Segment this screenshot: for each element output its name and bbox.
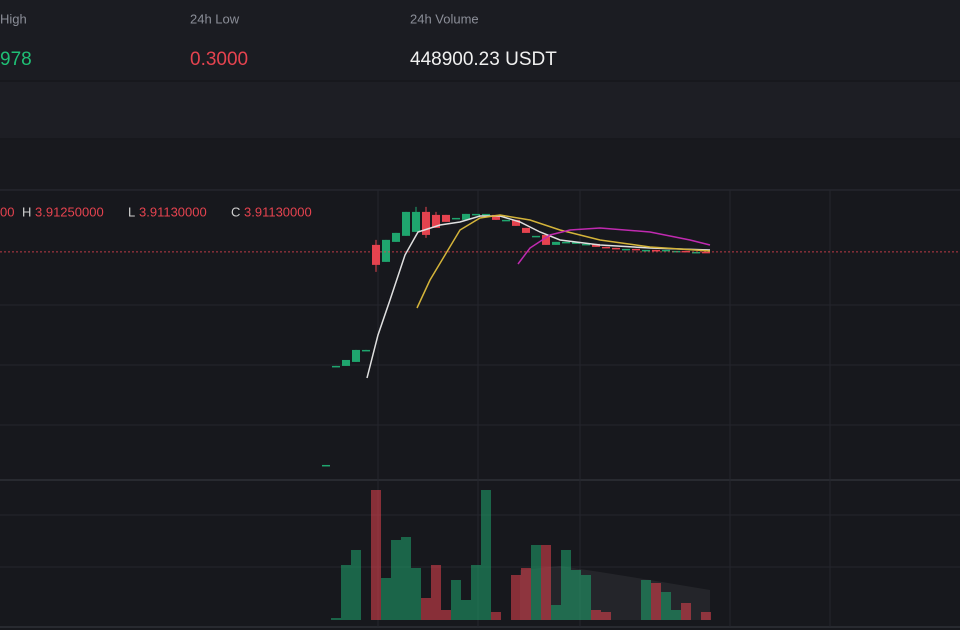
- candle-body: [692, 251, 700, 254]
- candle-body: [592, 243, 600, 247]
- stat-value: 978: [0, 49, 32, 70]
- volume-bar: [641, 580, 651, 620]
- candle-body: [492, 214, 500, 220]
- candle-body: [342, 359, 350, 366]
- candle-body: [622, 248, 630, 251]
- volume-bar: [601, 612, 611, 620]
- marks: [0, 206, 960, 620]
- candle-body: [352, 349, 360, 362]
- volume-bar: [401, 537, 411, 620]
- candle-body: [382, 239, 390, 262]
- candle-body: [482, 213, 490, 216]
- candle-body: [422, 211, 430, 235]
- stat-label: High: [0, 11, 27, 26]
- volume-bar: [551, 605, 561, 620]
- candle-body: [452, 217, 460, 220]
- toolbar: [0, 82, 960, 138]
- candle-body: [532, 235, 540, 238]
- volume-bar: [331, 618, 341, 620]
- ma-line: [517, 227, 711, 265]
- volume-bar: [661, 592, 671, 620]
- candle-body: [332, 365, 340, 368]
- candle-body: [432, 214, 440, 228]
- volume-bar: [701, 612, 711, 620]
- candle-body: [442, 214, 450, 222]
- volume-bar: [571, 570, 581, 620]
- ma-line: [366, 215, 711, 379]
- candle-body: [612, 247, 620, 250]
- candle-body: [562, 241, 570, 244]
- candle-body: [542, 234, 550, 245]
- candle-body: [502, 219, 510, 222]
- volume-bar: [681, 603, 691, 620]
- volume-bar: [461, 600, 471, 620]
- moving-averages: [366, 214, 711, 379]
- ohlc-legend: 00 H 3.91250000 L 3.91130000 C 3.9113000…: [0, 204, 312, 219]
- ohlc-label: C: [231, 204, 240, 219]
- ohlc-label: L: [128, 204, 135, 219]
- ohlc-label: H: [22, 204, 31, 219]
- candle-body: [652, 249, 660, 252]
- volume-bar: [421, 598, 431, 620]
- volume-bar: [511, 575, 521, 620]
- ohlc-value: 3.91130000: [244, 204, 312, 219]
- ohlc-value: 00: [0, 204, 14, 219]
- grid: [0, 190, 960, 627]
- volume-bar: [531, 545, 541, 620]
- candle-body: [372, 244, 380, 265]
- candle-body: [322, 464, 330, 467]
- candle-body: [552, 241, 560, 245]
- volume-bar: [471, 565, 481, 620]
- volume-bar: [521, 568, 531, 620]
- candle-body: [602, 246, 610, 249]
- candle-body: [702, 251, 710, 254]
- candle-body: [522, 227, 530, 233]
- volume-bar: [391, 540, 401, 620]
- volume-bar: [411, 568, 421, 620]
- volume-bar: [381, 578, 391, 620]
- stats-bar: [0, 0, 960, 80]
- stat-label: 24h Low: [190, 11, 240, 26]
- candle-body: [662, 249, 670, 252]
- volume-bar: [671, 610, 681, 620]
- candle-body: [642, 249, 650, 252]
- volume-bar: [561, 550, 571, 620]
- volume-bar: [441, 610, 451, 620]
- candle-body: [392, 232, 400, 242]
- candle-body: [512, 219, 520, 226]
- volume-bar: [341, 565, 351, 620]
- volume-bar: [591, 610, 601, 620]
- volume-bar: [541, 545, 551, 620]
- tabs-bar: [0, 140, 960, 190]
- candle-body: [472, 213, 480, 216]
- volume-bar: [371, 490, 381, 620]
- ma-line: [416, 214, 711, 309]
- ohlc-value: 3.91130000: [139, 204, 207, 219]
- stat-value: 448900.23 USDT: [410, 49, 557, 70]
- candle-body: [632, 248, 640, 251]
- volume-bar: [481, 490, 491, 620]
- ohlc-value: 3.91250000: [35, 204, 104, 219]
- candle-body: [572, 241, 580, 244]
- volume-bar: [431, 565, 441, 620]
- volume-bar: [651, 583, 661, 620]
- volume-bar: [491, 612, 501, 620]
- stat-label: 24h Volume: [410, 11, 479, 26]
- candle-body: [362, 349, 370, 352]
- candle-body: [462, 213, 470, 220]
- volume-bar: [451, 580, 461, 620]
- candle-body: [582, 243, 590, 246]
- volume-bar: [351, 550, 361, 620]
- volume-bar: [581, 575, 591, 620]
- candle-body: [412, 211, 420, 232]
- stat-value: 0.3000: [190, 49, 248, 70]
- candle-body: [402, 211, 410, 236]
